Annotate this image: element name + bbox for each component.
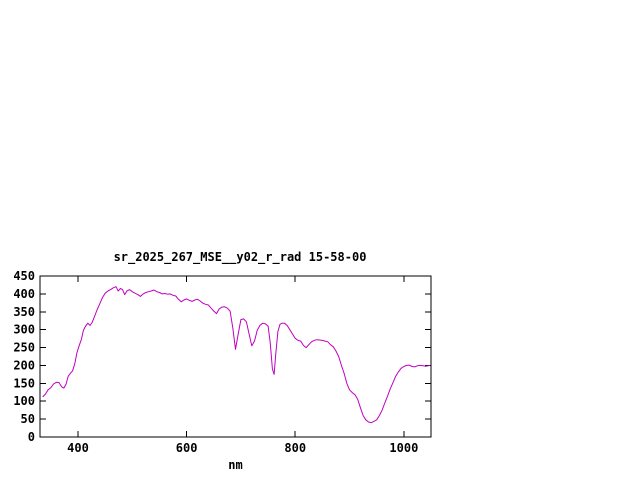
series-line-spectral-radiance [42,286,431,424]
y-tick-label: 100 [13,394,35,408]
y-tick-label: 200 [13,358,35,372]
x-tick-label: 400 [67,441,89,455]
x-axis-ticks: 400 600 800 1000 [67,276,418,455]
chart-title: sr_2025_267_MSE__y02_r_rad 15-58-00 [113,250,367,264]
y-tick-label: 300 [13,323,35,337]
y-tick-label: 400 [13,287,35,301]
y-tick-label: 250 [13,341,35,355]
x-tick-label: 800 [284,441,306,455]
y-tick-label: 450 [13,269,35,283]
x-tick-label: 600 [176,441,198,455]
y-axis-ticks: 0 50 100 150 200 250 300 350 400 450 [13,269,431,444]
y-tick-label: 150 [13,376,35,390]
x-tick-label: 1000 [389,441,418,455]
y-tick-label: 350 [13,305,35,319]
plot-frame [39,275,432,438]
y-tick-label: 50 [21,412,35,426]
x-axis-label: nm [228,458,243,472]
y-tick-label: 0 [28,430,35,444]
